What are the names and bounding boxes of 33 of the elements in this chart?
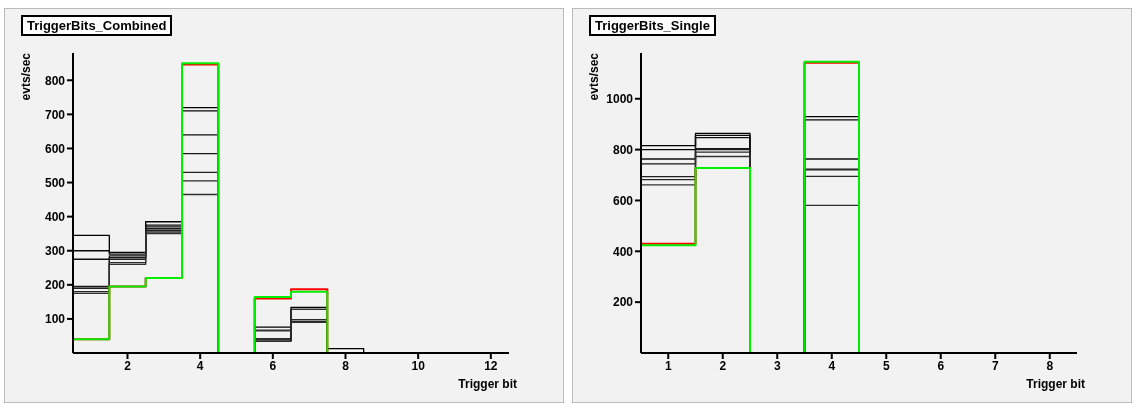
x-axis-title: Trigger bit bbox=[458, 377, 517, 391]
y-axis-title: evts/sec bbox=[19, 53, 33, 101]
y-tick-label: 200 bbox=[44, 278, 66, 293]
y-tick-label: 100 bbox=[44, 312, 66, 327]
x-tick-label: 7 bbox=[991, 358, 999, 373]
y-tick-label: 600 bbox=[44, 141, 66, 156]
y-tick-label: 500 bbox=[44, 175, 66, 190]
x-tick-label: 3 bbox=[773, 358, 781, 373]
x-tick-label: 2 bbox=[124, 358, 132, 373]
y-tick-label: 300 bbox=[44, 243, 66, 258]
x-tick-label: 1 bbox=[664, 358, 672, 373]
y-tick-label: 600 bbox=[612, 193, 634, 208]
x-tick-label: 5 bbox=[882, 358, 890, 373]
y-tick-label: 400 bbox=[44, 209, 66, 224]
y-tick-label: 400 bbox=[612, 244, 634, 259]
x-tick-label: 8 bbox=[1046, 358, 1054, 373]
chart-title: TriggerBits_Combined bbox=[21, 15, 173, 36]
x-tick-label: 4 bbox=[828, 358, 836, 373]
x-tick-label: 6 bbox=[937, 358, 945, 373]
x-tick-label: 10 bbox=[411, 358, 426, 373]
y-tick-label: 700 bbox=[44, 107, 66, 122]
y-tick-label: 800 bbox=[612, 142, 634, 157]
x-tick-label: 2 bbox=[719, 358, 727, 373]
x-tick-label: 12 bbox=[484, 358, 498, 373]
y-axis-title: evts/sec bbox=[587, 53, 601, 101]
x-tick-label: 4 bbox=[196, 358, 204, 373]
chart-title: TriggerBits_Single bbox=[589, 15, 716, 36]
y-tick-label: 800 bbox=[44, 73, 66, 88]
y-tick-label: 200 bbox=[612, 295, 634, 310]
x-tick-label: 8 bbox=[342, 358, 350, 373]
x-tick-label: 6 bbox=[269, 358, 277, 373]
x-axis-title: Trigger bit bbox=[1026, 377, 1085, 391]
y-tick-label: 1000 bbox=[606, 92, 634, 107]
